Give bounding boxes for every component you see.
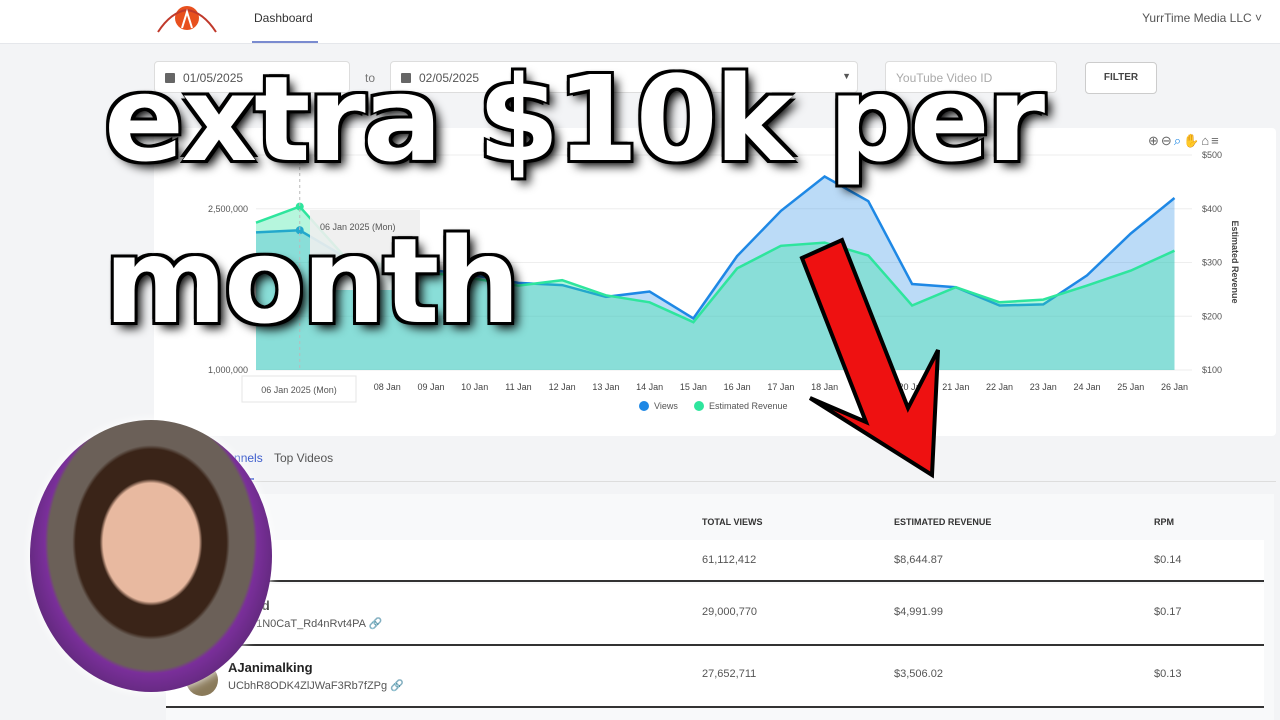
total-row: 61,112,412 $8,644.87 $0.14 — [166, 540, 1264, 582]
nav-dashboard[interactable]: Dashboard — [254, 11, 313, 25]
right-tick-label: $100 — [1202, 365, 1222, 375]
home-icon[interactable]: ⌂ — [1201, 133, 1212, 148]
channel-name[interactable]: AJanimalking — [228, 660, 313, 675]
link-icon[interactable]: 🔗 — [390, 680, 404, 692]
x-tick-label: 23 Jan — [1030, 382, 1057, 392]
menu-icon[interactable]: ≡ — [1211, 133, 1221, 148]
x-tick-label: 09 Jan — [417, 382, 444, 392]
org-selector[interactable]: YurrTime Media LLC ˅ — [1142, 11, 1262, 25]
calendar-icon — [401, 73, 411, 83]
table-row[interactable]: AJanimalking UCbhR8ODK4ZlJWaF3Rb7fZPg 🔗 … — [166, 646, 1264, 708]
tooltip-box — [310, 210, 420, 290]
rpm: $0.13 — [1154, 668, 1182, 680]
x-tick-label: 13 Jan — [592, 382, 619, 392]
col-total-views[interactable]: TOTAL VIEWS — [702, 517, 763, 527]
x-tick-label: 17 Jan — [767, 382, 794, 392]
right-axis-title: Estimated Revenue — [1230, 220, 1240, 303]
chevron-down-icon: ▼ — [842, 71, 851, 81]
x-tick-label: 26 Jan — [1161, 382, 1188, 392]
views: 27,652,711 — [702, 668, 757, 680]
right-tick-label: $400 — [1202, 204, 1222, 214]
x-tick-label: 18 Jan — [811, 382, 838, 392]
red-arrow-icon — [799, 237, 940, 479]
x-tick-label: 11 Jan — [505, 382, 531, 392]
to-label: to — [365, 71, 376, 85]
x-tick-label: 08 Jan — [374, 382, 401, 392]
x-tooltip-label: 06 Jan 2025 (Mon) — [261, 385, 337, 395]
legend-label: Views — [654, 401, 678, 411]
filter-button[interactable]: FILTER — [1085, 62, 1157, 94]
x-tick-label: 21 Jan — [942, 382, 969, 392]
col-estimated-revenue[interactable]: ESTIMATED REVENUE — [894, 517, 992, 527]
series-area-views — [256, 176, 1175, 370]
revenue: $3,506.02 — [894, 668, 943, 680]
headline-line-2: month — [104, 212, 520, 350]
x-tick-label: 22 Jan — [986, 382, 1013, 392]
total-revenue: $8,644.87 — [894, 554, 943, 566]
channel-id: UCbhR8ODK4ZlJWaF3Rb7fZPg 🔗 — [228, 680, 404, 692]
tabs-bar: Channels Top Videos — [154, 440, 1276, 482]
tab-top-videos[interactable]: Top Videos — [274, 451, 334, 465]
legend-label: Estimated Revenue — [709, 401, 788, 411]
left-tick-label: 2,500,000 — [208, 204, 248, 214]
table-row[interactable]: yToldd gqUD1N0CaT_Rd4nRvt4PA 🔗 29,000,77… — [166, 584, 1264, 646]
pan-icon[interactable]: ✋ — [1183, 133, 1202, 148]
legend-marker — [694, 401, 704, 411]
revenue: $4,991.99 — [894, 606, 943, 618]
chart: $500 $400 $300 $200 $100 2,500,000 1,000,000 Es… — [208, 150, 1240, 411]
video-id-input[interactable]: YouTube Video ID — [885, 61, 1057, 93]
left-tick-label: 1,000,000 — [208, 365, 248, 375]
tooltip-title: 06 Jan 2025 (Mon) — [320, 222, 396, 232]
calendar-icon — [165, 73, 175, 83]
x-tick-label: 12 Jan — [549, 382, 576, 392]
link-icon[interactable]: 🔗 — [368, 618, 383, 630]
total-rpm: $0.14 — [1154, 554, 1182, 566]
logo — [157, 6, 217, 33]
total-views: 61,112,412 — [702, 554, 757, 566]
series-area-estimated-revenue — [256, 206, 1175, 370]
x-tick-label: 14 Jan — [636, 382, 663, 392]
start-date-input[interactable]: 01/05/2025 — [154, 61, 350, 93]
active-tab-indicator — [252, 41, 318, 43]
rpm: $0.17 — [1154, 606, 1182, 618]
channel-id: gqUD1N0CaT_Rd4nRvt4PA 🔗 — [228, 618, 383, 630]
x-tick-label: 10 Jan — [461, 382, 488, 392]
x-tick-label: 24 Jan — [1074, 382, 1101, 392]
top-bar: Dashboard YurrTime Media LLC ˅ — [0, 0, 1280, 44]
legend-marker — [639, 401, 649, 411]
zoom-in-icon[interactable]: ⊕ — [1148, 133, 1161, 148]
zoom-out-icon[interactable]: ⊖ — [1160, 133, 1174, 148]
right-tick-label: $300 — [1202, 258, 1222, 268]
x-tick-label: 25 Jan — [1117, 382, 1144, 392]
x-tooltip-box — [241, 375, 357, 403]
x-tick-label: 20 Jan — [899, 382, 926, 392]
x-tick-label: 16 Jan — [724, 382, 751, 392]
data-point — [295, 226, 304, 235]
right-tick-label: $200 — [1202, 311, 1222, 321]
data-point — [295, 202, 304, 211]
search-zoom-icon[interactable]: ⌕ — [1173, 133, 1184, 148]
channels-table: TOTAL VIEWS ESTIMATED REVENUE RPM 61,112… — [166, 494, 1274, 720]
right-tick-label: $500 — [1202, 150, 1222, 160]
headline-line-1: extra $10k per — [104, 50, 1045, 188]
col-rpm[interactable]: RPM — [1154, 517, 1174, 527]
x-tick-label: 15 Jan — [680, 382, 707, 392]
start-date-value: 01/05/2025 — [183, 71, 244, 85]
chart-toolbar[interactable]: ⊕⊖⌕✋⌂≡ — [1148, 133, 1221, 149]
streamer-face-photo — [30, 420, 272, 692]
views: 29,000,770 — [702, 606, 758, 618]
end-date-input[interactable]: 02/05/2025 ▼ — [390, 61, 858, 93]
end-date-value: 02/05/2025 — [419, 71, 480, 85]
